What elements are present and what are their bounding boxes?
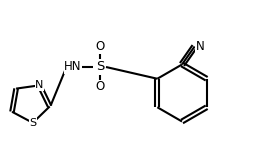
Text: N: N: [35, 80, 44, 90]
Text: O: O: [95, 80, 105, 93]
Text: HN: HN: [64, 60, 82, 73]
Text: N: N: [196, 40, 205, 53]
Text: S: S: [96, 60, 104, 73]
Text: O: O: [95, 40, 105, 53]
Text: S: S: [29, 118, 36, 128]
